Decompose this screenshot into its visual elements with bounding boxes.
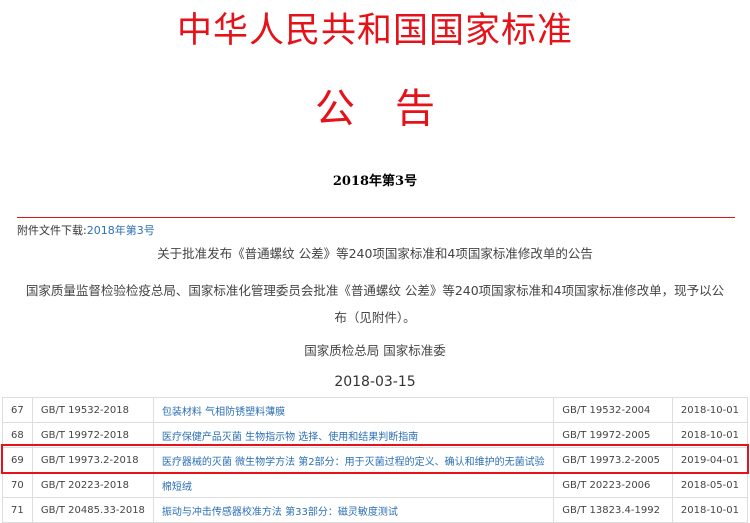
- page-subtitle: 公告: [315, 86, 475, 132]
- replaced-standard: GB/T 20223-2006: [553, 472, 673, 498]
- table-row: 69 GB/T 19973.2-2018 医疗器械的灭菌 微生物学方法 第2部分…: [2, 447, 749, 473]
- standard-name-link[interactable]: 医疗器械的灭菌 微生物学方法 第2部分：用于灭菌过程的定义、确认和维护的无菌试验: [161, 456, 545, 468]
- standard-name-link[interactable]: 包装材料 气相防锈塑料薄膜: [161, 406, 286, 418]
- divider: [17, 217, 735, 218]
- attachment-line: 附件文件下载:2018年第3号: [17, 222, 155, 238]
- standard-name-cell: 包装材料 气相防锈塑料薄膜: [152, 397, 555, 423]
- replaced-standard: GB/T 19532-2004: [553, 397, 673, 423]
- table-row: 71 GB/T 20485.33-2018 振动与冲击传感器校准方法 第33部分…: [2, 497, 749, 523]
- page-title: 中华人民共和国国家标准: [176, 11, 573, 51]
- table-row: 68 GB/T 19972-2018 医疗保健产品灭菌 生物指示物 选择、使用和…: [2, 422, 749, 448]
- row-number: 71: [2, 497, 33, 523]
- standard-code: GB/T 20223-2018: [31, 472, 154, 498]
- notice-date: 2018-03-15: [334, 374, 416, 390]
- issue-number: 2018年第3号: [332, 174, 418, 189]
- effective-date: 2018-10-01: [671, 497, 749, 523]
- standard-name-link[interactable]: 棉短绒: [161, 481, 192, 493]
- highlight-box: [1, 444, 749, 474]
- standard-name-cell: 棉短绒: [152, 472, 555, 498]
- notice-signature: 国家质检总局 国家标准委: [304, 343, 446, 358]
- attachment-label: 附件文件下载:: [17, 224, 87, 237]
- row-number: 68: [2, 422, 33, 448]
- table-row: 67 GB/T 19532-2018 包装材料 气相防锈塑料薄膜 GB/T 19…: [2, 397, 749, 423]
- standards-table: 67 GB/T 19532-2018 包装材料 气相防锈塑料薄膜 GB/T 19…: [2, 397, 749, 523]
- effective-date: 2018-10-01: [671, 422, 749, 448]
- table-row: 70 GB/T 20223-2018 棉短绒 GB/T 20223-2006 2…: [2, 472, 749, 498]
- notice-subject: 关于批准发布《普通螺纹 公差》等240项国家标准和4项国家标准修改单的公告: [157, 246, 593, 261]
- attachment-link[interactable]: 2018年第3号: [86, 224, 155, 237]
- standard-name-link[interactable]: 医疗保健产品灭菌 生物指示物 选择、使用和结果判断指南: [161, 431, 419, 443]
- replaced-standard: GB/T 13823.4-1992: [553, 497, 673, 523]
- row-number: 67: [2, 397, 33, 423]
- standard-code: GB/T 19532-2018: [31, 397, 154, 423]
- effective-date: 2018-05-01: [671, 472, 749, 498]
- row-number: 70: [2, 472, 33, 498]
- standard-name-cell: 振动与冲击传感器校准方法 第33部分：磁灵敏度测试: [152, 497, 555, 523]
- effective-date: 2018-10-01: [671, 397, 749, 423]
- standard-name-link[interactable]: 振动与冲击传感器校准方法 第33部分：磁灵敏度测试: [161, 506, 398, 518]
- standard-code: GB/T 20485.33-2018: [31, 497, 154, 523]
- standard-name-cell: 医疗器械的灭菌 微生物学方法 第2部分：用于灭菌过程的定义、确认和维护的无菌试验: [152, 447, 555, 473]
- notice-body: 国家质量监督检验检疫总局、国家标准化管理委员会批准《普通螺纹 公差》等240项国…: [25, 283, 725, 325]
